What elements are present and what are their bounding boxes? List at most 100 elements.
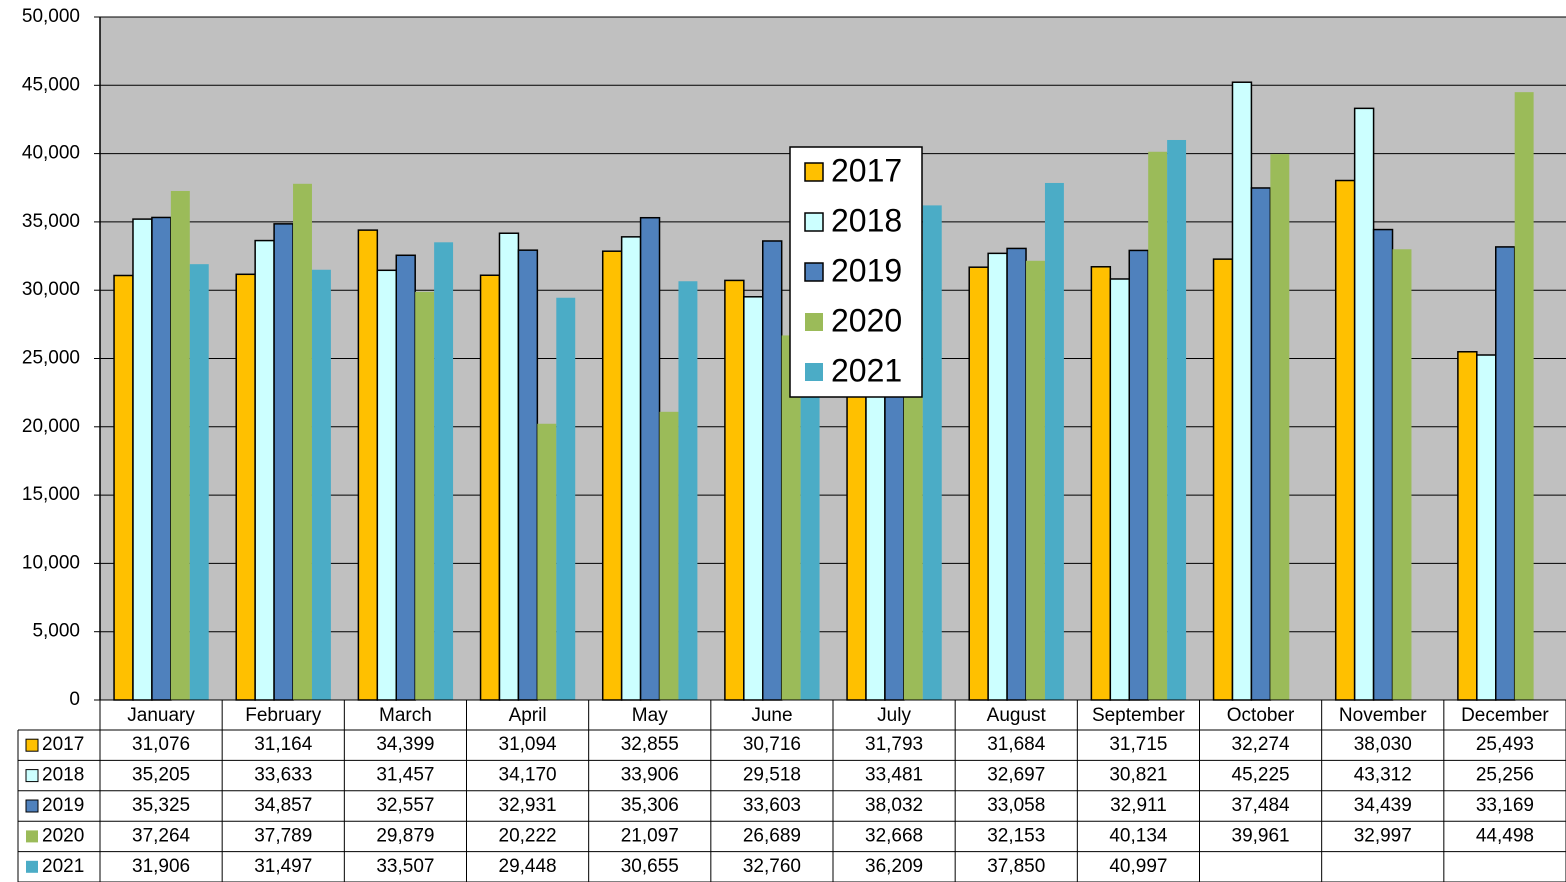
bar (968, 266, 989, 701)
bar (987, 252, 1008, 701)
table-cell: 34,857 (254, 795, 312, 816)
bar (395, 254, 416, 701)
bar (311, 269, 331, 700)
bar (151, 216, 172, 701)
x-tick-label: October (1227, 705, 1295, 726)
x-tick-label: January (127, 705, 195, 726)
table-cell: 37,850 (987, 856, 1045, 877)
y-tick-label: 0 (69, 689, 80, 710)
table-cell: 31,497 (254, 856, 312, 877)
y-tick-label: 50,000 (22, 6, 80, 27)
bar (254, 239, 275, 701)
table-cell: 32,697 (987, 765, 1045, 786)
bar (639, 216, 661, 701)
bar (1231, 81, 1253, 701)
bar (724, 279, 745, 701)
table-cell: 35,306 (621, 795, 679, 816)
y-tick-label: 40,000 (22, 143, 80, 164)
table-cell: 30,655 (621, 856, 679, 877)
table-cell: 31,684 (987, 734, 1046, 755)
bar (293, 183, 312, 701)
table-cell: 37,789 (254, 825, 312, 846)
table-cell: 33,481 (865, 765, 923, 786)
legend-label: 2017 (831, 152, 902, 188)
bar (479, 274, 501, 701)
table-cell: 33,633 (254, 765, 312, 786)
table-swatch (25, 738, 39, 752)
table-cell: 43,312 (1354, 765, 1412, 786)
bar (1476, 354, 1497, 701)
bar (1109, 278, 1131, 701)
bar (415, 291, 435, 700)
table-cell: 37,484 (1232, 795, 1291, 816)
x-tick-label: December (1461, 705, 1549, 726)
table-cell: 36,209 (865, 856, 923, 877)
bar (1212, 258, 1234, 701)
data-table: January February March April May June July Augu… (17, 699, 1566, 882)
y-tick-label: 30,000 (22, 279, 80, 300)
table-cell: 37,264 (132, 825, 191, 846)
table-cell: 31,094 (499, 734, 558, 755)
bar (1270, 154, 1290, 700)
bar (620, 236, 642, 701)
bar (659, 411, 679, 700)
table-cell: 32,274 (1232, 734, 1291, 755)
bar (678, 281, 698, 700)
legend-label: 2019 (831, 252, 902, 288)
legend-swatch (805, 363, 823, 381)
bar (922, 205, 942, 700)
bar (1334, 179, 1356, 701)
x-tick-label: May (632, 705, 668, 726)
bar (132, 218, 153, 701)
bar (1495, 246, 1516, 701)
x-tick-label: April (509, 705, 547, 726)
table-cell: 31,715 (1109, 734, 1167, 755)
bar (1128, 249, 1149, 701)
table-cell: 33,058 (987, 795, 1045, 816)
bar (781, 335, 801, 700)
table-cell: 26,689 (743, 825, 801, 846)
table-cell: 40,997 (1109, 856, 1167, 877)
table-cell: 34,170 (499, 765, 557, 786)
table-cell: 34,399 (376, 734, 434, 755)
bar (1392, 249, 1412, 700)
table-cell: 21,097 (621, 825, 679, 846)
legend-swatch (804, 212, 824, 232)
table-cell: 30,821 (1109, 765, 1167, 786)
table-cell: 32,997 (1354, 825, 1412, 846)
bar (556, 297, 576, 700)
y-tick-label: 10,000 (22, 552, 80, 573)
bar (1514, 92, 1534, 700)
legend-swatch (804, 162, 824, 182)
table-cell: 31,793 (865, 734, 923, 755)
table-cell: 32,760 (743, 856, 801, 877)
x-tick-label: February (245, 705, 322, 726)
bar (1044, 182, 1064, 700)
bar (1026, 260, 1045, 700)
x-tick-label: August (987, 705, 1047, 726)
table-row-label: 2017 (42, 734, 84, 755)
table-cell: 34,439 (1354, 795, 1412, 816)
table-cell: 31,164 (254, 734, 313, 755)
bar (1006, 247, 1027, 701)
legend-label: 2018 (831, 202, 902, 238)
table-cell: 44,498 (1476, 825, 1534, 846)
table-cell: 31,457 (376, 765, 434, 786)
table-row-label: 2018 (42, 765, 84, 786)
y-tick-label: 45,000 (22, 74, 80, 95)
y-tick-label: 5,000 (32, 621, 80, 642)
bar (1090, 266, 1112, 701)
table-cell: 32,931 (499, 795, 557, 816)
table-cell: 38,030 (1354, 734, 1412, 755)
bar (357, 229, 379, 701)
table-cell: 20,222 (499, 825, 557, 846)
table-cell: 32,153 (987, 825, 1045, 846)
bar (601, 250, 623, 701)
table-cell: 33,603 (743, 795, 801, 816)
table-cell: 31,076 (132, 734, 190, 755)
table-cell: 31,906 (132, 856, 190, 877)
bar (189, 264, 209, 700)
bar (376, 269, 398, 701)
bar (1167, 139, 1187, 701)
